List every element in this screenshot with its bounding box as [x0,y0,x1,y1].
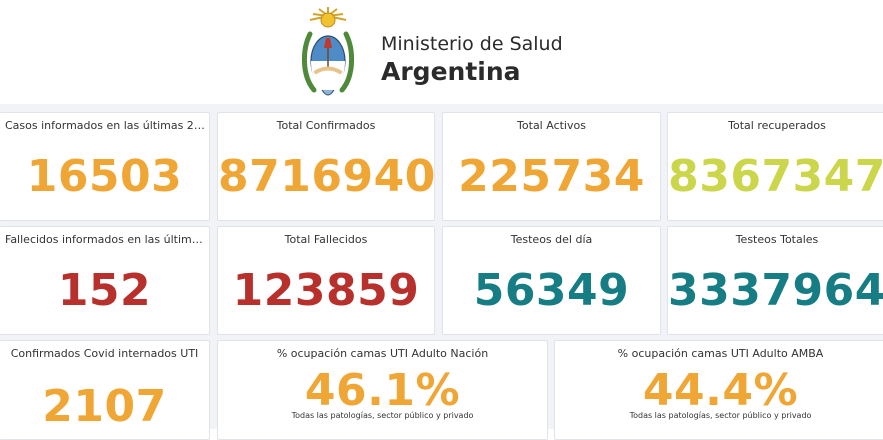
ministry-name: Ministerio de Salud [381,33,563,55]
header: Ministerio de Salud Argentina [0,0,883,104]
card-internados-uti: Confirmados Covid internados UTI 2107 [0,340,210,440]
card-casos-24hs: Casos informados en las últimas 24 Hs 16… [0,112,210,221]
card-title: Fallecidos informados en las últimas 24 … [5,233,209,246]
card-testeos-totales: Testeos Totales 33379641 [667,226,883,335]
card-testeos-dia: Testeos del día 56349 [442,226,661,335]
card-title: Testeos Totales [735,233,819,246]
card-title: Total Confirmados [276,119,376,132]
card-title: % ocupación camas UTI Adulto Nación [276,347,489,360]
country-name: Argentina [381,57,521,86]
card-total-activos: Total Activos 225734 [442,112,661,221]
card-value: 44.4% [642,365,799,416]
card-total-fallecidos: Total Fallecidos 123859 [217,226,435,335]
card-value: 8367347 [668,151,883,202]
card-value: 16503 [26,151,183,202]
card-title: Casos informados en las últimas 24 Hs [5,119,209,132]
card-note: Todas las patologías, sector público y p… [629,411,812,420]
card-total-recuperados: Total recuperados 8367347 [667,112,883,221]
card-value: 2107 [42,381,167,432]
card-value: 33379641 [668,265,883,316]
card-note: Todas las patologías, sector público y p… [291,411,474,420]
card-title: Confirmados Covid internados UTI [10,347,199,360]
card-value: 152 [57,265,152,316]
card-title: Total recuperados [728,119,826,132]
card-fallecidos-24hs: Fallecidos informados en las últimas 24 … [0,226,210,335]
card-value: 123859 [232,265,420,316]
argentina-coat-of-arms-icon [302,7,354,96]
card-title: Testeos del día [510,233,593,246]
card-ocupacion-uti-nacion: % ocupación camas UTI Adulto Nación 46.1… [217,340,548,440]
card-title: % ocupación camas UTI Adulto AMBA [617,347,824,360]
card-value: 56349 [473,265,630,316]
card-value: 225734 [458,151,645,202]
card-value: 8716940 [218,151,435,202]
card-ocupacion-uti-amba: % ocupación camas UTI Adulto AMBA 44.4% … [554,340,883,440]
card-total-confirmados: Total Confirmados 8716940 [217,112,435,221]
card-title: Total Activos [517,119,586,132]
card-title: Total Fallecidos [284,233,368,246]
card-value: 46.1% [304,365,461,416]
